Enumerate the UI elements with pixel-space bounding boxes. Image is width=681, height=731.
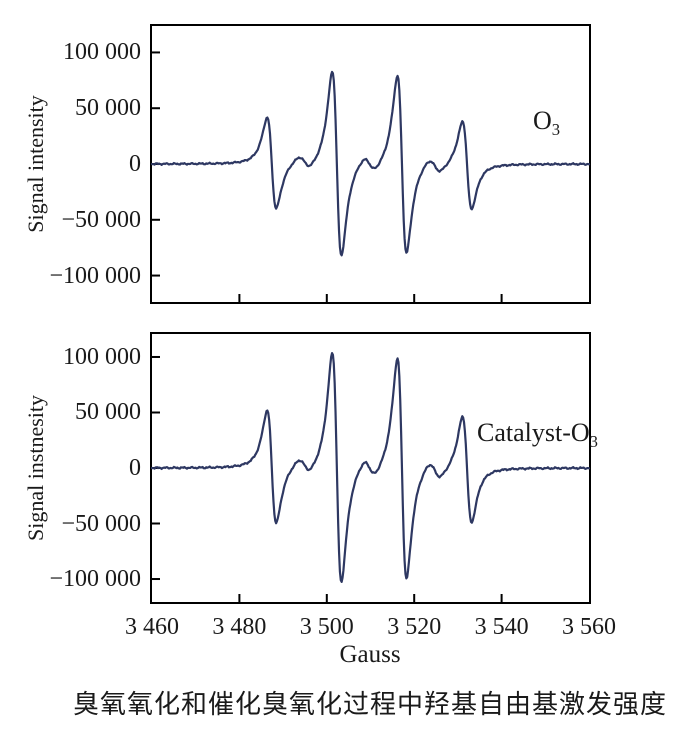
y-tick-label: −50 000 — [61, 206, 141, 233]
series-label-catalyst-o3: Catalyst-O3 — [477, 418, 598, 452]
epr-panel-bottom — [150, 332, 591, 604]
x-tick-label: 3 560 — [562, 614, 616, 640]
x-tick-label: 3 480 — [212, 614, 267, 640]
y-tick-label: −100 000 — [49, 566, 141, 593]
x-tick-label: 3 500 — [299, 614, 354, 640]
series-label-catalyst-o3-text: Catalyst-O — [477, 418, 590, 447]
epr-panel-top — [150, 24, 591, 304]
series-label-o3: O3 — [533, 106, 561, 140]
x-tick-label: 3 540 — [474, 614, 529, 640]
y-tick-label: −100 000 — [49, 262, 141, 289]
series-label-catalyst-o3-subscript: 3 — [589, 432, 598, 452]
epr-curve-o3 — [150, 70, 591, 257]
x-tick-label: 3 460 — [125, 614, 179, 640]
x-axis-title: Gauss — [339, 641, 401, 668]
epr-curve-catalyst-o3 — [150, 352, 591, 583]
y-tick-label: −50 000 — [61, 510, 141, 537]
series-label-o3-text: O — [533, 106, 552, 135]
y-tick-label: 0 — [129, 151, 141, 177]
y-tick-label: 50 000 — [75, 95, 141, 122]
series-label-o3-subscript: 3 — [551, 120, 561, 140]
y-tick-label: 100 000 — [63, 39, 141, 66]
y-tick-label: 100 000 — [63, 343, 141, 370]
figure-caption: 臭氧氧化和催化臭氧化过程中羟基自由基激发强度 — [72, 690, 668, 719]
y-tick-label: 0 — [129, 455, 141, 481]
y-tick-label: 50 000 — [75, 399, 141, 426]
x-tick-label: 3 520 — [387, 614, 442, 640]
